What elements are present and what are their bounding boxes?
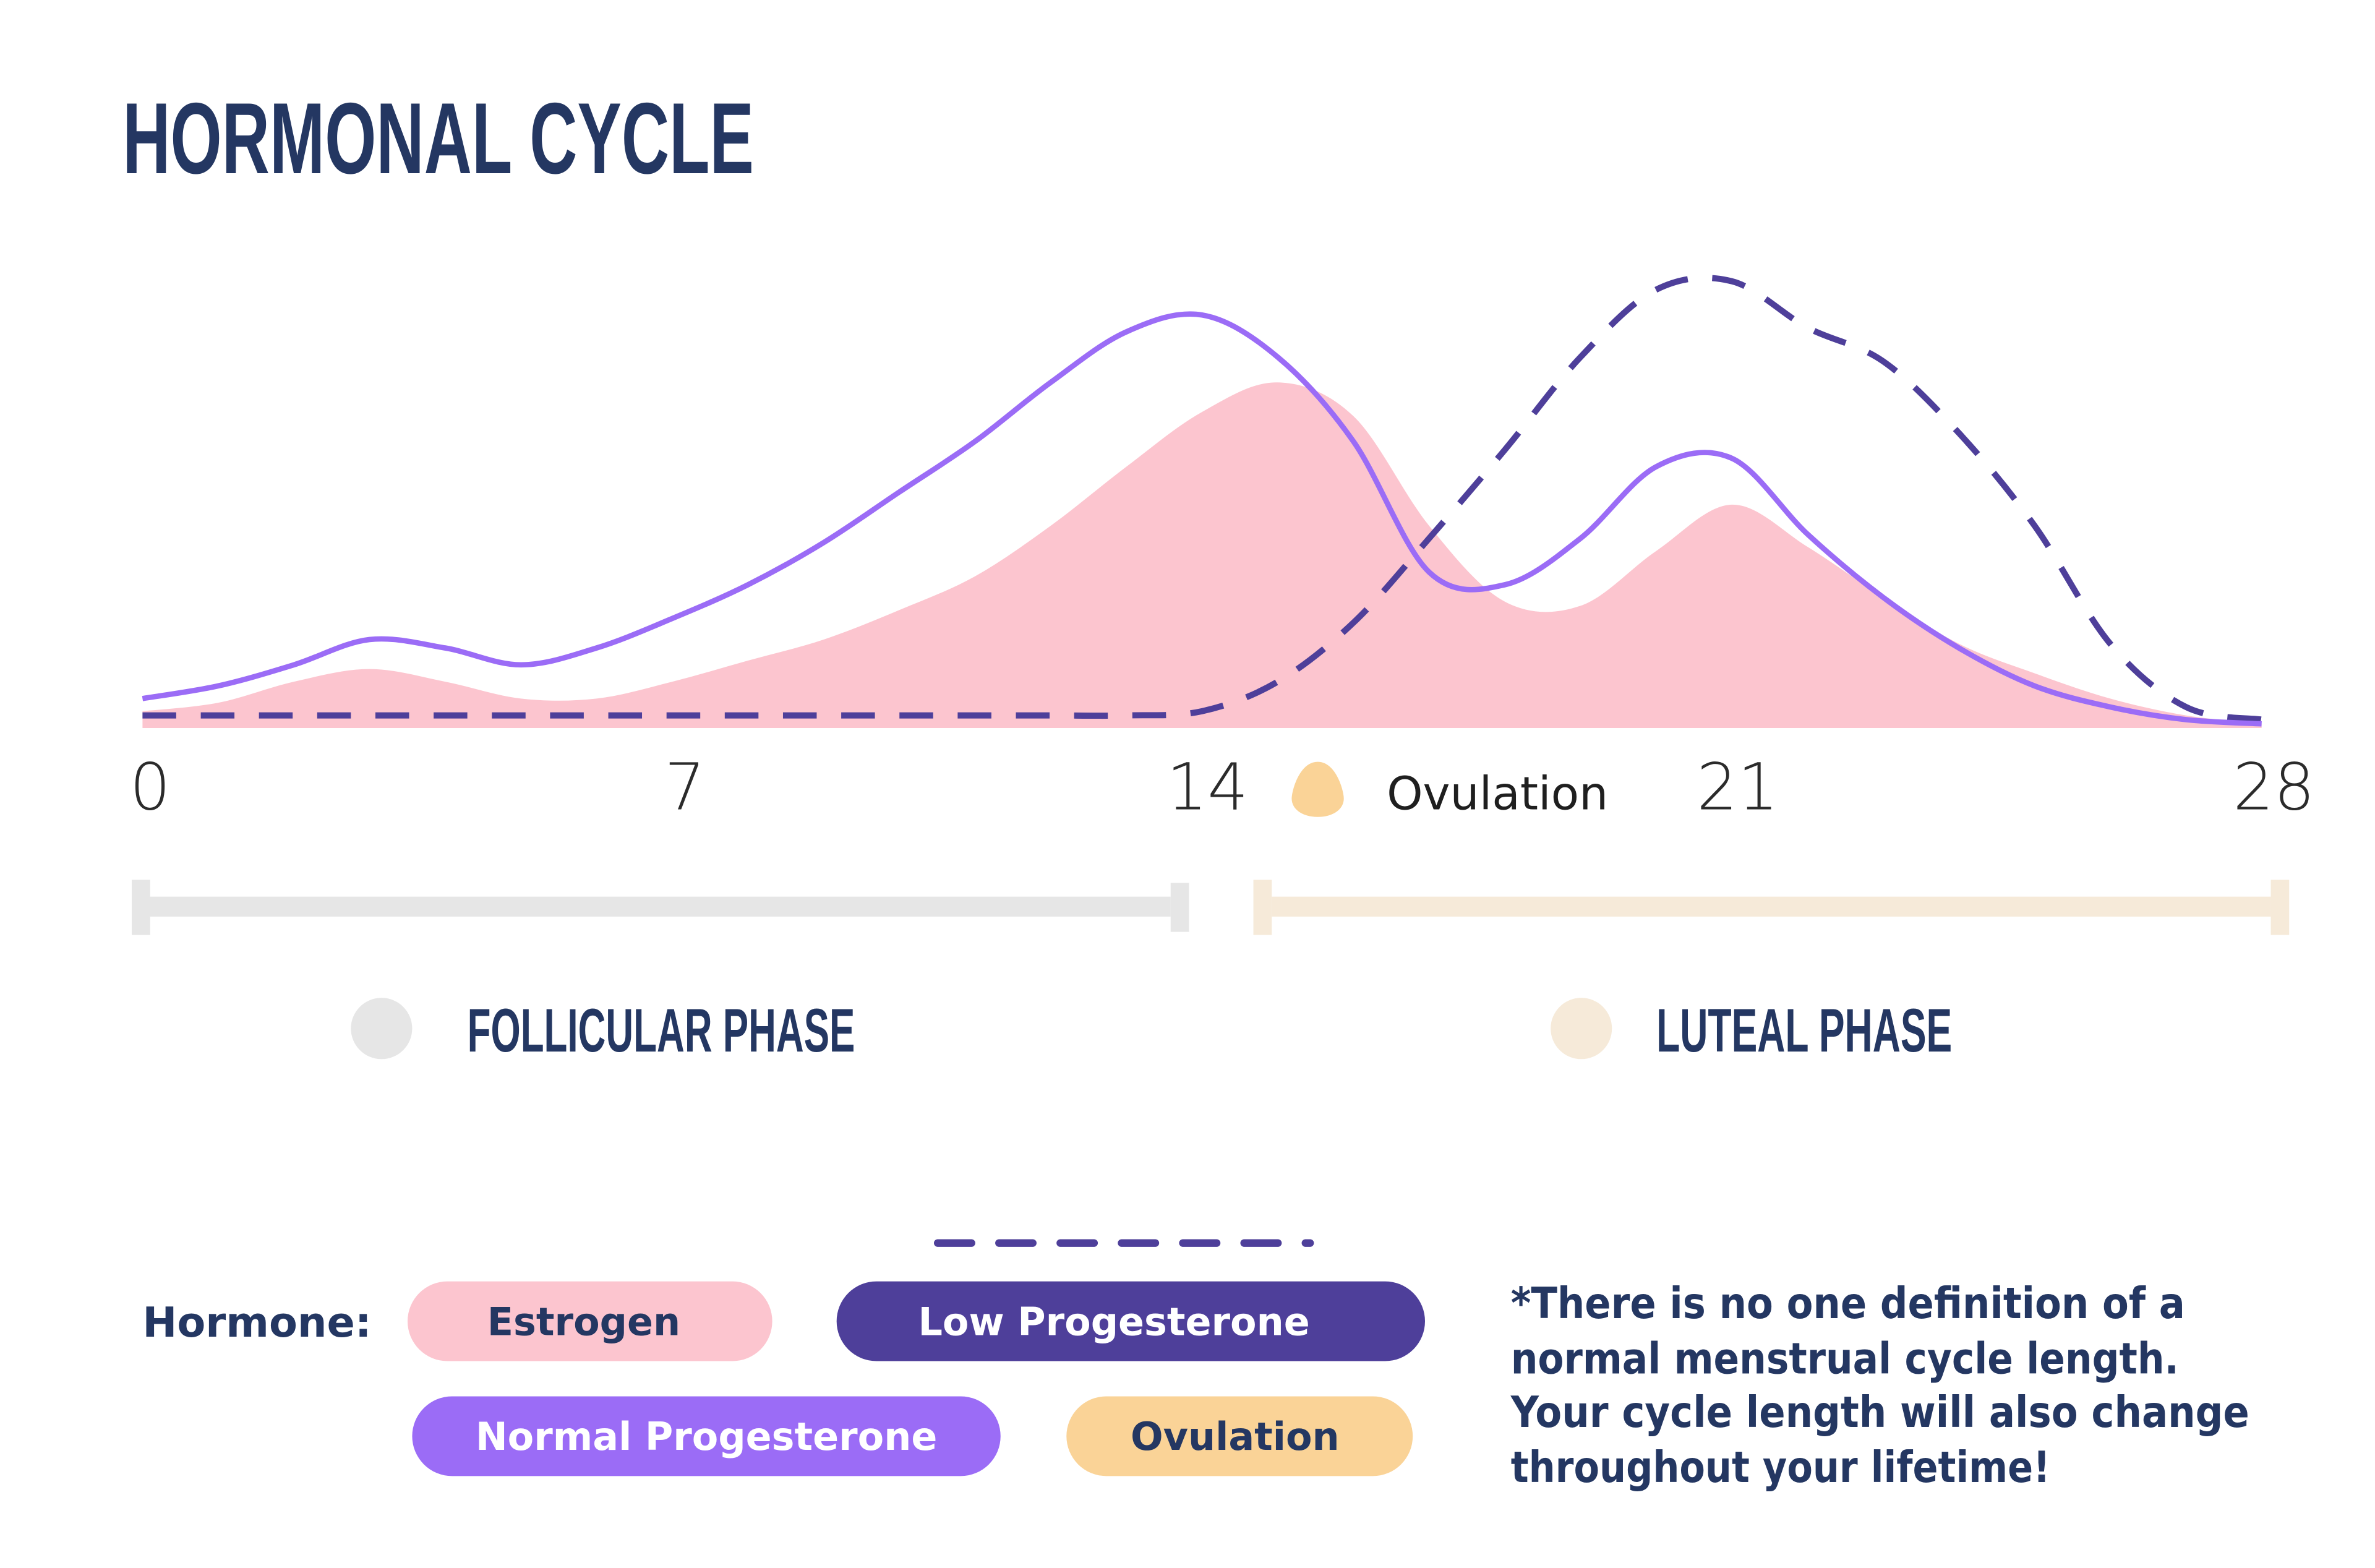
legend-item-low-progesterone: Low Progesterone [836, 1281, 1425, 1361]
legend-item-label: Ovulation [1131, 1415, 1340, 1459]
follicular-phase-bracket [132, 880, 1189, 935]
legend: Hormone: Estrogen Low Progesterone Norma… [142, 1239, 1425, 1476]
luteal-phase-label: LUTEAL PHASE [1656, 996, 1952, 1065]
footnote-line: *There is no one definition of a [1511, 1279, 2185, 1329]
legend-item-label: Estrogen [487, 1300, 680, 1344]
footnote: *There is no one definition of a normal … [1510, 1279, 2249, 1493]
x-tick-label: 21 [1697, 749, 1778, 825]
hormone-chart [142, 275, 2262, 729]
footnote-line: throughout your lifetime! [1511, 1443, 2050, 1493]
x-tick-label: 0 [130, 749, 171, 825]
footnote-line: normal menstrual cycle length. [1511, 1334, 2179, 1384]
ovulation-egg-icon [1291, 761, 1344, 817]
x-tick-label: 14 [1166, 749, 1248, 825]
x-tick-label: 7 [664, 749, 705, 825]
page-title: HORMONAL CYCLE [122, 82, 754, 195]
luteal-phase-bracket [1253, 880, 2290, 935]
follicular-phase-label: FOLLICULAR PHASE [468, 996, 855, 1065]
estrogen-area [142, 382, 2262, 729]
ovulation-annotation: Ovulation [1291, 761, 1608, 820]
x-tick-label: 28 [2233, 749, 2314, 825]
follicular-phase-dot-icon [351, 998, 413, 1060]
footnote-line: Your cycle length will also change [1510, 1388, 2249, 1437]
legend-label: Hormone: [142, 1298, 371, 1347]
legend-item-ovulation: Ovulation [1066, 1396, 1413, 1476]
legend-item-label: Normal Progesterone [476, 1415, 937, 1459]
legend-item-estrogen: Estrogen [407, 1281, 772, 1361]
low-progesterone-line [142, 275, 2262, 723]
x-axis: 0 7 14 21 28 [130, 749, 2315, 825]
legend-item-normal-progesterone: Normal Progesterone [412, 1396, 1001, 1476]
ovulation-label: Ovulation [1387, 766, 1608, 820]
normal-progesterone-line [142, 311, 2262, 727]
luteal-phase-dot-icon [1551, 998, 1612, 1060]
legend-item-label: Low Progesterone [918, 1300, 1309, 1344]
